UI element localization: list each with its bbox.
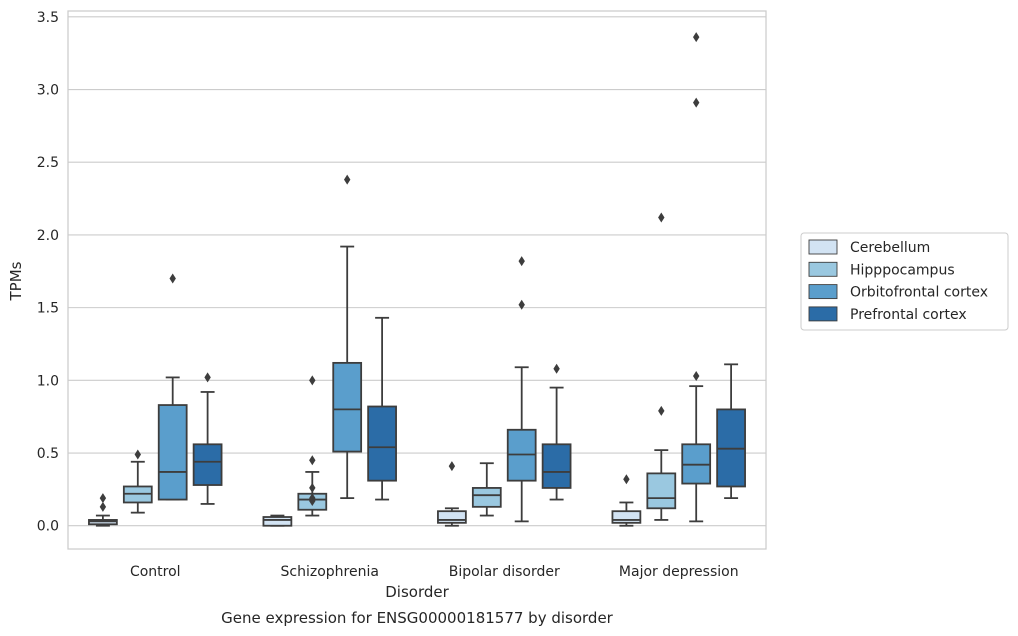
outlier-point — [553, 363, 560, 374]
outlier-point — [518, 256, 525, 267]
box-2-3 — [681, 32, 712, 523]
outlier-point — [309, 375, 316, 386]
x-tick-label: Schizophrenia — [281, 564, 379, 580]
box-1-2 — [471, 462, 502, 517]
y-tick-label: 1.0 — [37, 373, 59, 389]
box-3-3 — [716, 363, 746, 500]
legend-label: Prefrontal cortex — [850, 307, 967, 323]
box-iqr — [471, 487, 502, 508]
chart-caption: Gene expression for ENSG00000181577 by d… — [221, 609, 614, 627]
x-tick-label: Bipolar disorder — [449, 564, 560, 580]
outlier-point — [134, 449, 141, 460]
box-iqr — [332, 361, 363, 453]
y-tick-label: 2.0 — [37, 228, 59, 244]
outlier-point — [204, 372, 211, 383]
x-tick-label: Major depression — [619, 564, 739, 580]
outlier-point — [309, 455, 316, 466]
box-0-3 — [611, 474, 642, 527]
legend-swatch — [808, 306, 838, 322]
y-axis-title: TPMs — [7, 261, 25, 301]
box-iqr — [157, 404, 188, 501]
y-tick-labels: 0.0 0.5 1.0 1.5 2.0 2.5 3.0 3.5 — [37, 10, 59, 535]
legend-swatch — [808, 284, 838, 300]
outlier-point — [693, 97, 700, 108]
box-iqr — [541, 443, 572, 489]
x-axis-title: Disorder — [385, 583, 449, 601]
legend-swatch — [808, 239, 838, 255]
box-0-1 — [262, 514, 293, 527]
outlier-point — [99, 501, 107, 512]
legend-frame — [800, 232, 1009, 331]
box-1-1 — [297, 375, 328, 517]
y-tick-label: 3.5 — [37, 10, 59, 26]
box-iqr — [437, 510, 467, 524]
outlier-point — [448, 461, 456, 472]
box-3-2 — [541, 363, 572, 501]
box-0-0 — [88, 493, 118, 527]
boxes — [88, 32, 746, 527]
legend-swatch — [808, 261, 838, 277]
box-3-0 — [192, 372, 223, 505]
outlier-point — [309, 482, 316, 493]
plot-border — [67, 10, 767, 550]
box-3-1 — [367, 316, 397, 501]
box-iqr — [262, 516, 293, 527]
outlier-point — [169, 273, 176, 284]
outlier-point — [99, 493, 107, 504]
box-0-2 — [437, 461, 467, 527]
box-2-1 — [332, 174, 363, 500]
outlier-point — [623, 474, 630, 485]
y-tick-label: 1.5 — [37, 301, 59, 317]
box-2-0 — [157, 273, 188, 501]
legend-label: Hipppocampus — [850, 262, 955, 278]
legend: Cerebellum Hipppocampus Orbitofrontal cort… — [800, 232, 1009, 331]
y-tick-label: 0.0 — [37, 519, 59, 535]
y-tick-label: 0.5 — [37, 446, 59, 462]
outlier-point — [344, 174, 351, 185]
outlier-point — [658, 212, 665, 223]
box-iqr — [192, 443, 223, 486]
outlier-point — [658, 405, 665, 416]
y-tick-label: 2.5 — [37, 155, 59, 171]
x-tick-labels: Control Schizophrenia Bipolar disorder Majo… — [130, 564, 739, 580]
legend-entries: Cerebellum Hipppocampus Orbitofrontal cort… — [808, 239, 988, 323]
outlier-point — [693, 370, 700, 381]
box-iqr — [646, 472, 677, 510]
box-1-0 — [122, 449, 153, 514]
legend-label: Cerebellum — [850, 240, 930, 256]
box-1-3 — [646, 212, 677, 521]
box-iqr — [611, 510, 642, 524]
legend-label: Orbitofrontal cortex — [850, 285, 988, 301]
outlier-point — [693, 32, 700, 43]
box-iqr — [367, 405, 397, 482]
box-2-2 — [506, 256, 537, 523]
y-tick-label: 3.0 — [37, 83, 59, 99]
outlier-point — [518, 299, 525, 310]
outlier-point — [309, 493, 316, 504]
x-tick-label: Control — [130, 564, 181, 580]
